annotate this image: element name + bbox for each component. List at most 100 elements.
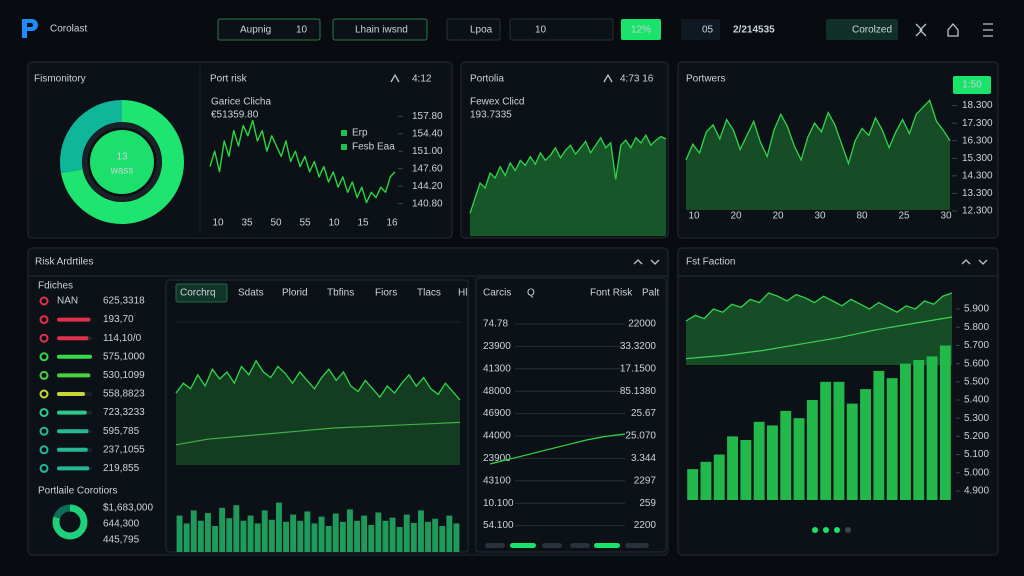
page-dot[interactable]	[845, 527, 851, 533]
legend-swatch	[341, 144, 347, 150]
column-header: Palt	[642, 288, 659, 299]
panel-button[interactable]	[953, 76, 991, 94]
tab[interactable]: Tlacs	[417, 288, 441, 299]
area-line	[685, 99, 951, 166]
trend-line	[685, 316, 953, 360]
area	[686, 100, 950, 210]
x-tick-label: 10	[688, 211, 700, 222]
x-tick-label: 35	[241, 218, 253, 229]
y-tick-label: 5.100	[964, 449, 989, 460]
area	[470, 135, 666, 236]
volume-bar	[197, 520, 204, 552]
row-value: 530,1099	[103, 370, 145, 381]
level-bar	[57, 354, 92, 359]
row-left: 23900	[483, 453, 511, 464]
center-value: 13	[116, 152, 128, 163]
dropdown[interactable]	[217, 18, 321, 41]
pager	[625, 543, 649, 548]
tab[interactable]: Sdats	[238, 288, 264, 299]
y-tick-label: 154.40	[412, 128, 443, 139]
volume-bar	[318, 516, 325, 552]
y-tick-label: 147.60	[412, 163, 443, 174]
row-left: 48000	[483, 386, 511, 397]
y-tick-label: 144.20	[412, 181, 443, 192]
y-tick-label: 12.300	[962, 206, 993, 217]
bar	[873, 370, 885, 500]
panel-title: Portwers	[686, 74, 725, 85]
bar	[886, 378, 898, 500]
search[interactable]	[509, 18, 614, 41]
chart-label: Garice Clicha	[211, 97, 271, 108]
y-tick-label: 157.80	[412, 111, 443, 122]
panel-title: Fismonitory	[34, 74, 86, 85]
list-title: Portlaile Corotiors	[38, 486, 117, 497]
volume-bar	[439, 526, 446, 552]
volume-bar	[233, 505, 240, 552]
holding-value: $1,683,000	[103, 503, 153, 514]
row-left: 74.78	[483, 319, 508, 330]
level-bar	[57, 466, 90, 471]
bar	[780, 410, 792, 500]
badge-button[interactable]	[621, 19, 661, 40]
volume-bar	[226, 518, 233, 552]
page-dot[interactable]	[823, 527, 829, 533]
panel-title: Fst Faction	[686, 257, 735, 268]
panel-title: Risk Ardrtiles	[35, 257, 93, 268]
tab[interactable]: Tbfins	[327, 288, 354, 299]
list-title: Fdiches	[38, 281, 73, 292]
chart-label: Fewex Clicd	[470, 97, 524, 108]
tab[interactable]: Fiors	[375, 288, 397, 299]
panel-button-label: 1:50	[962, 80, 982, 91]
row-left: 23900	[483, 341, 511, 352]
volume-bar	[432, 518, 439, 552]
y-tick-label: 5.400	[964, 395, 989, 406]
sort-icon[interactable]	[390, 73, 400, 83]
panel-title: Portolia	[470, 74, 504, 85]
row-bullet	[39, 408, 49, 418]
volume-bar	[205, 513, 211, 552]
row-value: 595,785	[103, 426, 140, 437]
donut-segment	[52, 504, 88, 540]
volume-bar	[389, 517, 396, 552]
y-tick-label: 18.300	[962, 100, 993, 111]
logo	[22, 19, 38, 38]
tab[interactable]: Plorid	[282, 288, 308, 299]
tab[interactable]: Corchrq	[180, 288, 216, 299]
search[interactable]	[446, 18, 501, 41]
chevrons[interactable]	[961, 259, 988, 265]
panel	[460, 61, 669, 239]
page-dot[interactable]	[812, 527, 818, 533]
trend-line	[489, 433, 626, 465]
bar	[727, 436, 738, 500]
sort-icon[interactable]	[603, 73, 613, 83]
volume-bar	[176, 515, 183, 552]
row-right: 25.67	[631, 408, 656, 419]
control[interactable]	[681, 19, 720, 40]
dropdown[interactable]	[332, 18, 428, 41]
account-button[interactable]	[826, 19, 898, 40]
volume-bar	[212, 526, 218, 552]
center-caption: wass	[110, 166, 134, 177]
home-icon[interactable]	[947, 22, 959, 37]
volume-bar	[396, 527, 403, 552]
row-right: 2297	[634, 475, 657, 486]
panel-meta: 4:73 16	[620, 74, 654, 85]
price-line	[209, 119, 396, 204]
area-line	[685, 292, 953, 322]
y-tick-label: 5.600	[964, 358, 989, 369]
volume-bar	[410, 522, 417, 552]
tab[interactable]: Hl	[458, 288, 467, 299]
y-tick-label: 5.200	[964, 431, 989, 442]
page-dot[interactable]	[834, 527, 840, 533]
volume-bar	[261, 510, 268, 552]
dropdown-label: Lhain iwsnd	[355, 25, 408, 36]
chevrons[interactable]	[633, 259, 660, 265]
volume-bar	[190, 510, 197, 552]
chart-amount: 193.7335	[470, 110, 512, 121]
menu-icon[interactable]	[983, 23, 993, 37]
panel-title: Port risk	[210, 74, 248, 85]
volume-bar	[304, 511, 311, 552]
row-bullet	[39, 389, 49, 399]
collapse-icon[interactable]	[915, 23, 927, 37]
volume-bar	[453, 523, 460, 552]
